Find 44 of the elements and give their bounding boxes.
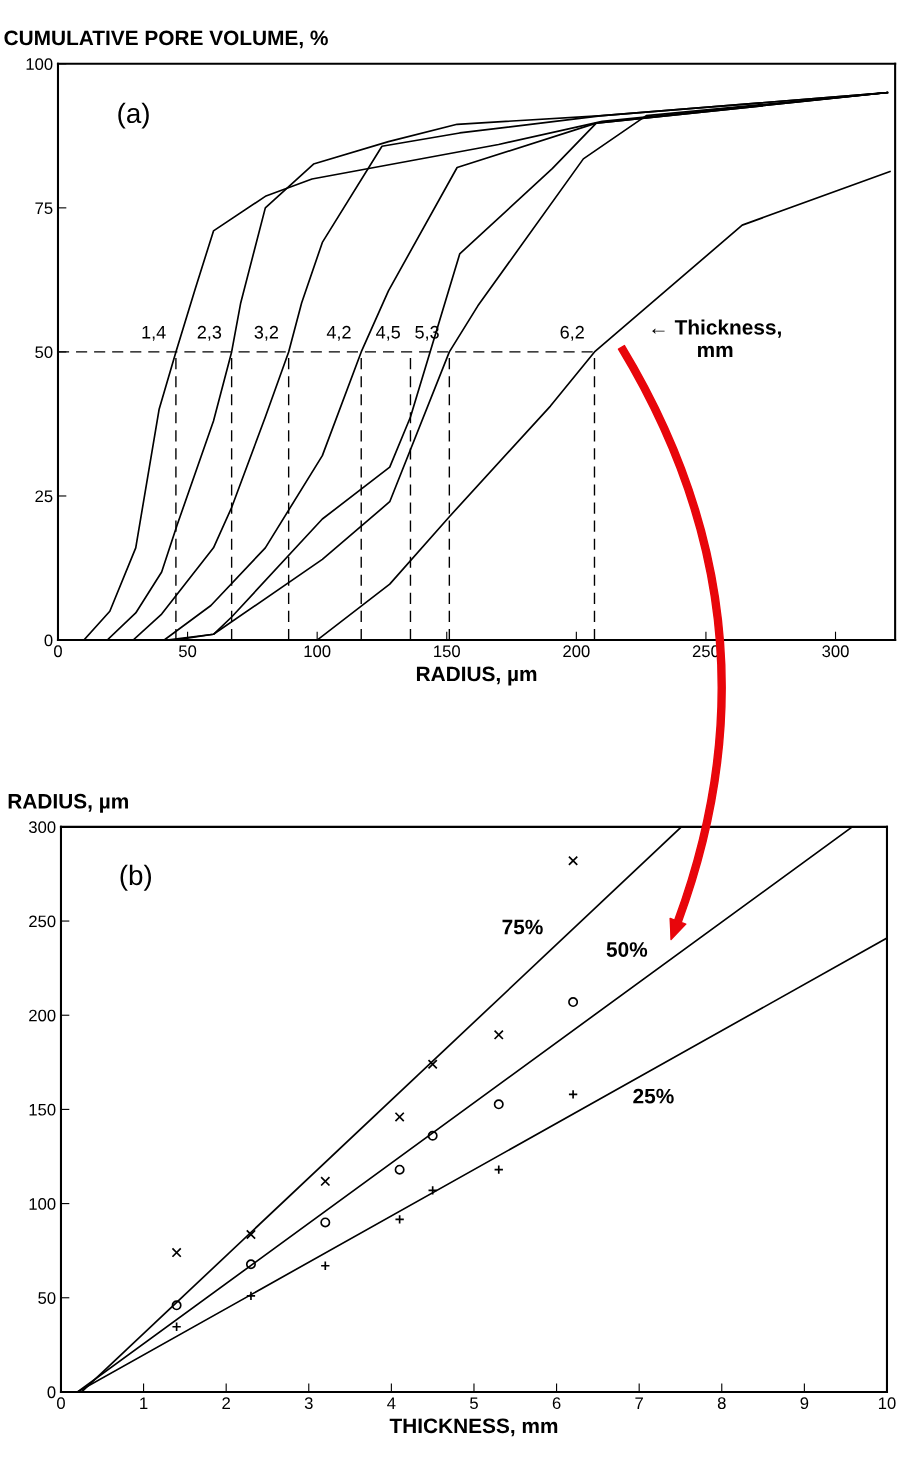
annotation: 6,2 — [560, 325, 584, 341]
y-tick-label: 150 — [29, 1103, 56, 1116]
x-tick-label: 2 — [222, 1397, 230, 1409]
y-tick-label: 300 — [28, 821, 56, 834]
x-tick-label: 0 — [56, 1397, 65, 1410]
y-tick-label: 0 — [47, 1386, 56, 1399]
y-tick-label: 50 — [38, 1292, 56, 1304]
annotation: 2,3 — [197, 325, 222, 341]
annotation: ← Thickness, mm — [652, 319, 781, 357]
y-tick-label: 100 — [26, 58, 53, 70]
y-tick-label: 75 — [35, 202, 53, 215]
series-label: 50% — [606, 942, 648, 957]
x-tick-label: 300 — [822, 645, 849, 658]
x-axis-title: THICKNESS, mm — [389, 1418, 558, 1437]
annotation: (a) — [118, 102, 149, 129]
y-axis-title: CUMULATIVE PORE VOLUME, % — [4, 30, 328, 49]
x-tick-label: 200 — [563, 645, 590, 658]
x-tick-label: 6 — [552, 1397, 561, 1410]
x-tick-label: 1 — [140, 1397, 148, 1409]
x-tick-label: 4 — [387, 1397, 396, 1409]
y-tick-label: 25 — [35, 490, 53, 503]
x-tick-label: 9 — [800, 1397, 809, 1410]
x-tick-label: 10 — [878, 1397, 896, 1410]
annotation: (b) — [120, 864, 152, 891]
y-tick-label: 0 — [44, 634, 53, 647]
series-label: 75% — [502, 919, 543, 935]
y-tick-label: 50 — [35, 346, 53, 359]
x-tick-label: 7 — [635, 1397, 643, 1409]
x-tick-label: 3 — [304, 1397, 313, 1410]
series-label: 25% — [633, 1088, 674, 1104]
y-tick-label: 250 — [29, 915, 56, 928]
x-tick-label: 50 — [178, 645, 197, 658]
x-tick-label: 100 — [304, 645, 331, 658]
annotation: 4,2 — [326, 325, 351, 341]
y-tick-label: 200 — [29, 1009, 56, 1022]
x-tick-label: 8 — [717, 1397, 726, 1410]
x-axis-title: RADIUS, µm — [416, 666, 537, 686]
annotation: 3,2 — [254, 325, 279, 341]
y-tick-label: 100 — [29, 1197, 56, 1210]
x-tick-label: 5 — [470, 1397, 478, 1410]
y-axis-title: RADIUS, µm — [8, 793, 128, 813]
x-tick-label: 150 — [434, 645, 460, 658]
annotation: 1,4 — [142, 326, 166, 341]
annotation: 4,5 — [376, 326, 400, 341]
